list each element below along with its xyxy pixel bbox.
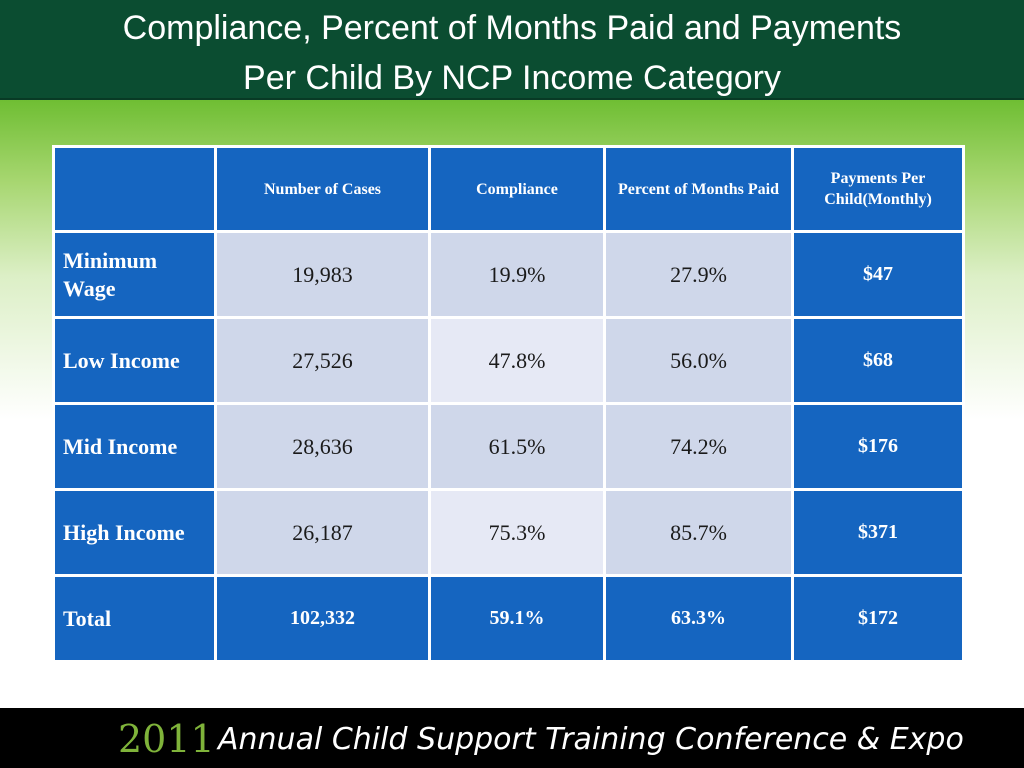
cell-months-paid: 74.2% (603, 402, 794, 491)
header-compliance: Compliance (428, 145, 606, 233)
table-header-row: Number of Cases Compliance Percent of Mo… (52, 145, 965, 233)
cell-payments: $371 (791, 488, 965, 577)
total-payments: $172 (791, 574, 965, 663)
cell-cases: 27,526 (214, 316, 431, 405)
table-row: Low Income 27,526 47.8% 56.0% $68 (52, 316, 965, 405)
header-percent-months-paid: Percent of Months Paid (603, 145, 794, 233)
header-number-of-cases: Number of Cases (214, 145, 431, 233)
header-payments-per-child: Payments Per Child(Monthly) (791, 145, 965, 233)
row-label: Mid Income (52, 402, 217, 491)
row-label: Low Income (52, 316, 217, 405)
header-empty (52, 145, 217, 233)
table-row: High Income 26,187 75.3% 85.7% $371 (52, 488, 965, 577)
cell-cases: 28,636 (214, 402, 431, 491)
cell-months-paid: 56.0% (603, 316, 794, 405)
total-label: Total (52, 574, 217, 663)
cell-payments: $68 (791, 316, 965, 405)
total-months-paid: 63.3% (603, 574, 794, 663)
income-category-table: Number of Cases Compliance Percent of Mo… (52, 145, 965, 663)
total-cases: 102,332 (214, 574, 431, 663)
cell-compliance: 61.5% (428, 402, 606, 491)
row-label: High Income (52, 488, 217, 577)
title-bar: Compliance, Percent of Months Paid and P… (0, 0, 1024, 100)
row-label: Minimum Wage (52, 230, 217, 319)
cell-compliance: 19.9% (428, 230, 606, 319)
cell-months-paid: 85.7% (603, 488, 794, 577)
cell-compliance: 75.3% (428, 488, 606, 577)
cell-months-paid: 27.9% (603, 230, 794, 319)
slide-title-line-2: Per Child By NCP Income Category (243, 59, 781, 97)
footer-year: 2011 (118, 717, 215, 761)
total-compliance: 59.1% (428, 574, 606, 663)
cell-payments: $176 (791, 402, 965, 491)
data-table-container: Number of Cases Compliance Percent of Mo… (52, 145, 965, 663)
table-total-row: Total 102,332 59.1% 63.3% $172 (52, 574, 965, 663)
footer-conference-title: Annual Child Support Training Conference… (218, 722, 964, 757)
cell-cases: 19,983 (214, 230, 431, 319)
cell-payments: $47 (791, 230, 965, 319)
slide-title-line-1: Compliance, Percent of Months Paid and P… (122, 9, 902, 47)
conference-footer: 2011 Annual Child Support Training Confe… (0, 708, 1024, 768)
table-row: Mid Income 28,636 61.5% 74.2% $176 (52, 402, 965, 491)
cell-compliance: 47.8% (428, 316, 606, 405)
cell-cases: 26,187 (214, 488, 431, 577)
table-row: Minimum Wage 19,983 19.9% 27.9% $47 (52, 230, 965, 319)
